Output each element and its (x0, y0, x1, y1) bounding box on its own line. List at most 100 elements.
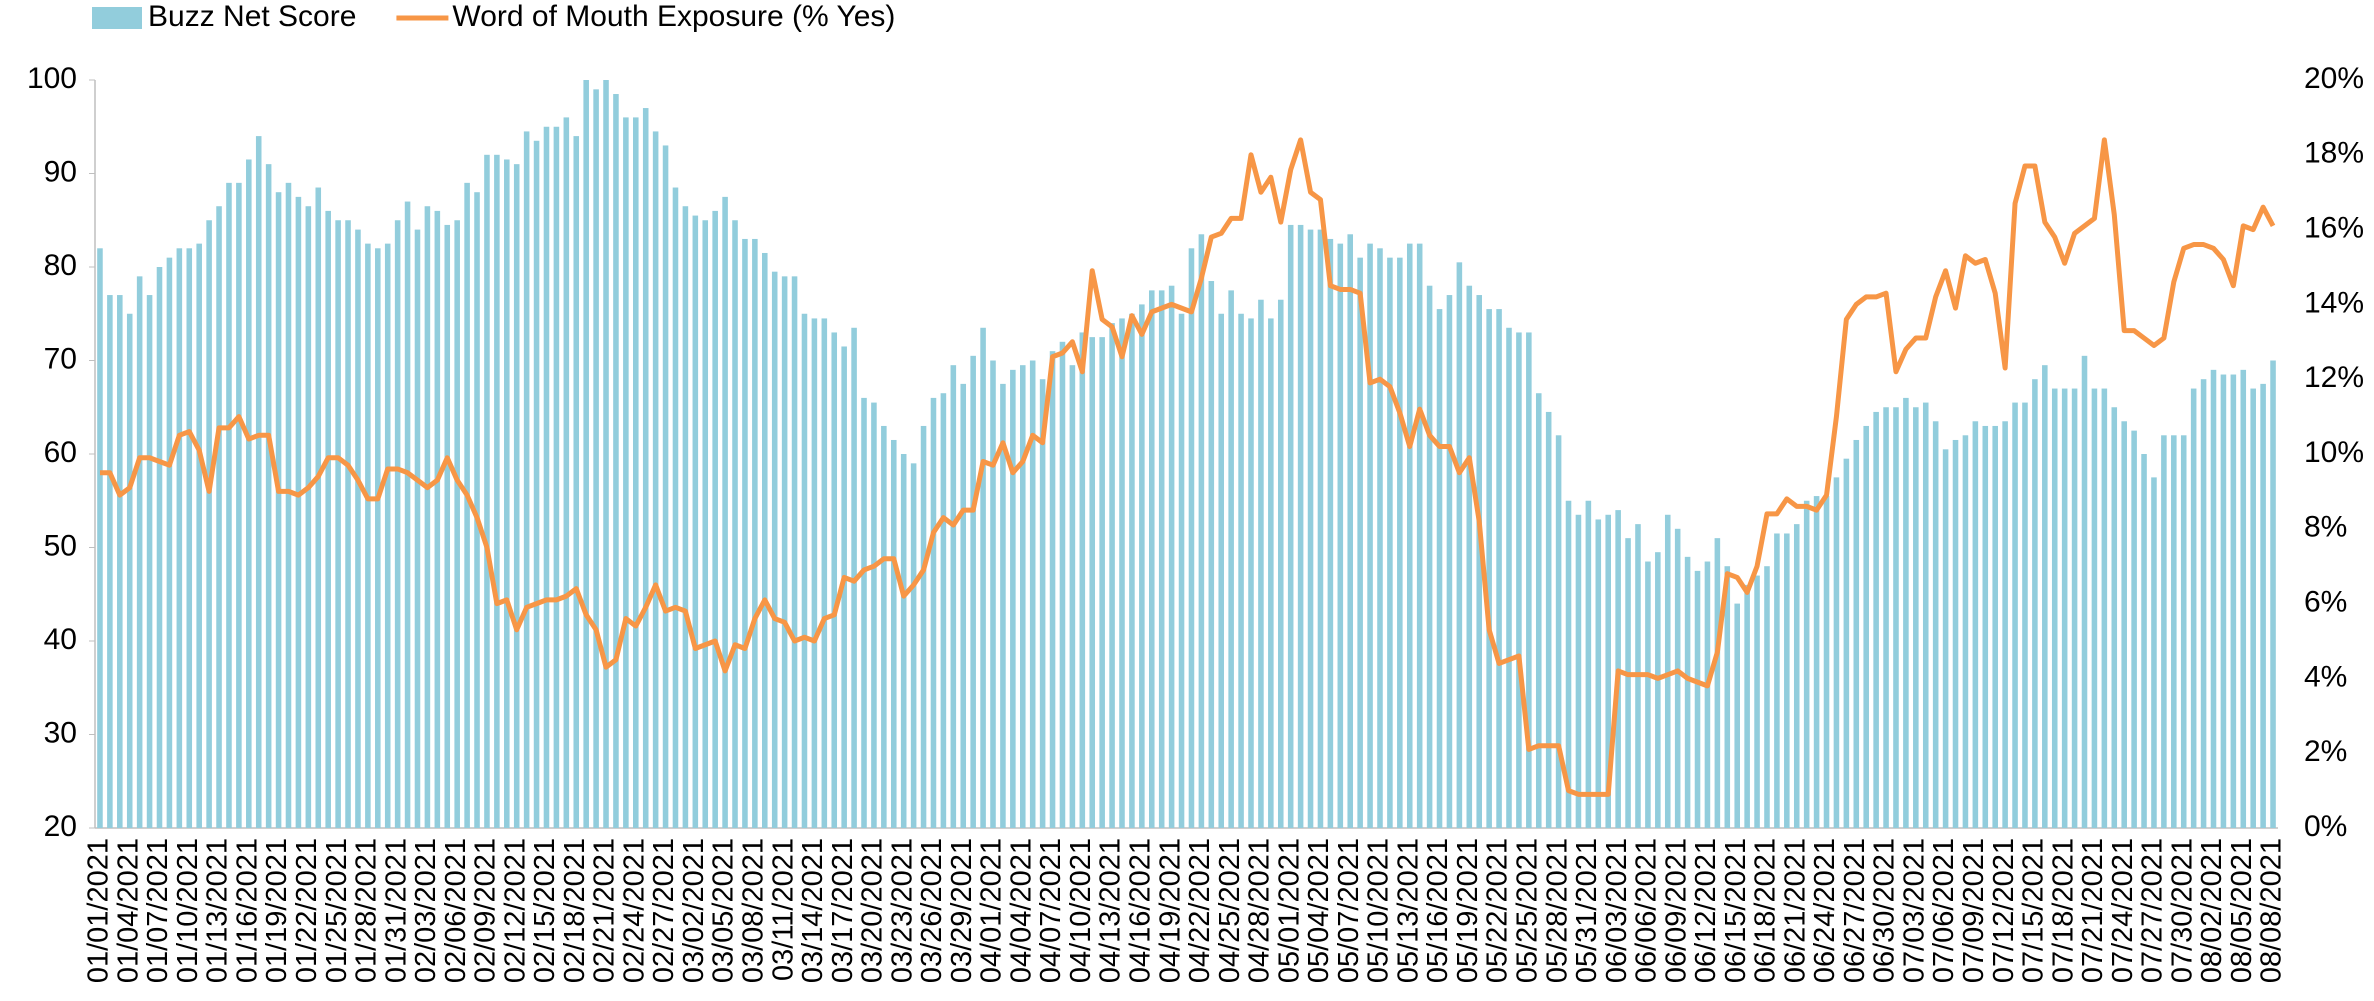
bar (1535, 393, 1542, 828)
bar (1406, 243, 1413, 828)
x-tick-label: 04/19/2021 (1154, 838, 1186, 983)
x-tick-label: 04/25/2021 (1214, 838, 1246, 983)
y-tick-label: 50 (44, 529, 77, 562)
bar (1575, 514, 1582, 828)
bar (1694, 570, 1701, 828)
bar (474, 192, 480, 828)
bar (2171, 435, 2177, 828)
bar (662, 145, 669, 828)
bar (1684, 556, 1691, 828)
x-tick-label: 02/27/2021 (648, 838, 680, 983)
x-tick-label: 05/31/2021 (1571, 838, 1603, 983)
bar (642, 108, 649, 829)
bar (216, 206, 222, 829)
bar (1099, 337, 1105, 828)
x-tick-label: 02/12/2021 (499, 838, 531, 983)
bar (1416, 243, 1423, 828)
y-tick-label: 90 (44, 155, 77, 188)
bar (1139, 304, 1145, 828)
x-tick-label: 03/17/2021 (827, 838, 859, 983)
bar (1218, 313, 1225, 828)
bar (692, 215, 699, 828)
bar (652, 131, 659, 829)
bar (1337, 243, 1344, 828)
x-tick-label: 02/06/2021 (440, 838, 472, 983)
bar (1109, 323, 1115, 828)
bar (107, 295, 113, 828)
bar (384, 243, 391, 828)
x-tick-label: 05/19/2021 (1452, 838, 1484, 983)
x-tick-label: 05/01/2021 (1273, 838, 1305, 983)
bar (573, 136, 580, 829)
bar (771, 271, 778, 828)
bar (1982, 425, 1989, 828)
y2-tick-label: 0% (2304, 810, 2347, 843)
bar (1704, 561, 1711, 828)
bar (2151, 477, 2157, 828)
bar (295, 196, 302, 828)
bar (553, 126, 560, 828)
bar (2190, 388, 2197, 828)
bar (2230, 374, 2237, 828)
bar (2210, 369, 2217, 828)
bar (265, 164, 272, 828)
bar (583, 80, 589, 828)
bar (97, 248, 103, 829)
bar (523, 131, 530, 829)
legend-label: Word of Mouth Exposure (% Yes) (452, 0, 895, 33)
y-tick-label: 60 (44, 436, 77, 469)
bar (2200, 379, 2207, 828)
bar (1724, 566, 1731, 828)
x-tick-label: 03/29/2021 (946, 838, 978, 983)
bar (246, 159, 252, 829)
bar (1397, 257, 1403, 828)
x-tick-label: 02/03/2021 (410, 838, 442, 983)
bar (831, 332, 838, 828)
x-tick-label: 07/03/2021 (1898, 838, 1930, 983)
bar (1198, 234, 1205, 828)
bar (2012, 402, 2018, 828)
x-tick-label: 02/21/2021 (589, 838, 621, 983)
x-tick-label: 07/15/2021 (2018, 838, 2050, 983)
bar (236, 182, 242, 829)
bar (196, 243, 202, 828)
x-tick-label: 06/15/2021 (1720, 838, 1752, 983)
x-tick-label: 01/13/2021 (202, 838, 234, 983)
x-tick-label: 04/07/2021 (1035, 838, 1067, 983)
bar (722, 196, 728, 828)
bar (1387, 257, 1393, 828)
x-tick-label: 06/27/2021 (1839, 838, 1871, 983)
x-tick-label: 01/22/2021 (291, 838, 323, 983)
y2-tick-label: 4% (2304, 660, 2347, 693)
x-tick-label: 01/19/2021 (261, 838, 293, 983)
bar (1774, 533, 1780, 828)
x-tick-label: 07/06/2021 (1928, 838, 1960, 983)
y-tick-label: 80 (44, 249, 77, 282)
x-tick-label: 04/13/2021 (1095, 838, 1127, 983)
bar (2141, 454, 2147, 828)
x-tick-label: 07/12/2021 (1988, 838, 2020, 983)
x-tick-label: 04/16/2021 (1125, 838, 1157, 983)
bar (2180, 435, 2187, 828)
bar (1922, 402, 1929, 828)
x-tick-label: 06/12/2021 (1690, 838, 1722, 983)
bar (275, 192, 282, 828)
x-tick-label: 01/10/2021 (172, 838, 204, 983)
x-tick-label: 03/20/2021 (857, 838, 889, 983)
bar (2022, 402, 2028, 828)
bar (1148, 290, 1155, 828)
bar (543, 126, 550, 828)
x-tick-label: 06/06/2021 (1631, 838, 1663, 983)
bar (1446, 295, 1453, 828)
bar (1327, 238, 1334, 828)
bar (2061, 388, 2068, 828)
x-tick-label: 03/23/2021 (886, 838, 918, 983)
bar (2111, 407, 2118, 828)
bar (1436, 309, 1443, 828)
bar (1049, 351, 1056, 828)
bar (494, 154, 500, 829)
bar (1595, 519, 1602, 828)
x-tick-label: 07/09/2021 (1958, 838, 1990, 983)
bar (1833, 477, 1840, 828)
bar (126, 313, 133, 828)
